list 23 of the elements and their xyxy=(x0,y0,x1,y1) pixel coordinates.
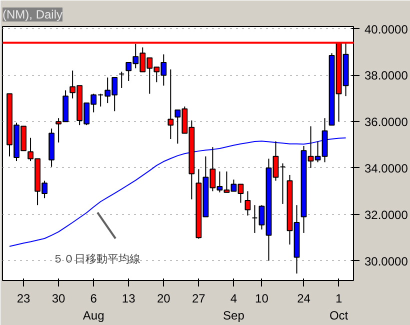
x-tick-label: 24 xyxy=(297,292,311,306)
candlestick xyxy=(280,162,286,204)
x-tick-label: 20 xyxy=(156,292,171,306)
candlestick xyxy=(244,190,251,216)
x-tick-label: 10 xyxy=(255,292,269,306)
x-tick-label: 4 Sep xyxy=(223,292,245,322)
x-tick-label: 30 xyxy=(52,292,66,306)
x-tick-label: 1 Oct xyxy=(329,292,349,322)
candlestick xyxy=(252,204,258,234)
x-tick-label: 6 Aug xyxy=(82,292,104,322)
chart-title: (NM), Daily xyxy=(2,8,62,22)
y-tick-label: 38.0000 xyxy=(364,68,408,83)
y-tick-label: 36.0000 xyxy=(364,115,408,130)
y-tick-label: 34.0000 xyxy=(364,162,408,176)
candlestick xyxy=(118,71,125,88)
x-tick-label: 13 xyxy=(122,292,136,306)
y-tick-label: 32.0000 xyxy=(364,208,408,222)
annotation: ５０日移動平均線 xyxy=(52,252,140,266)
x-tick-label: 27 xyxy=(192,292,206,306)
candlestick xyxy=(168,68,174,140)
y-tick-label: 30.0000 xyxy=(364,254,408,268)
x-tick-label: 23 xyxy=(16,292,31,306)
y-tick-label: 40.0000 xyxy=(364,22,408,36)
